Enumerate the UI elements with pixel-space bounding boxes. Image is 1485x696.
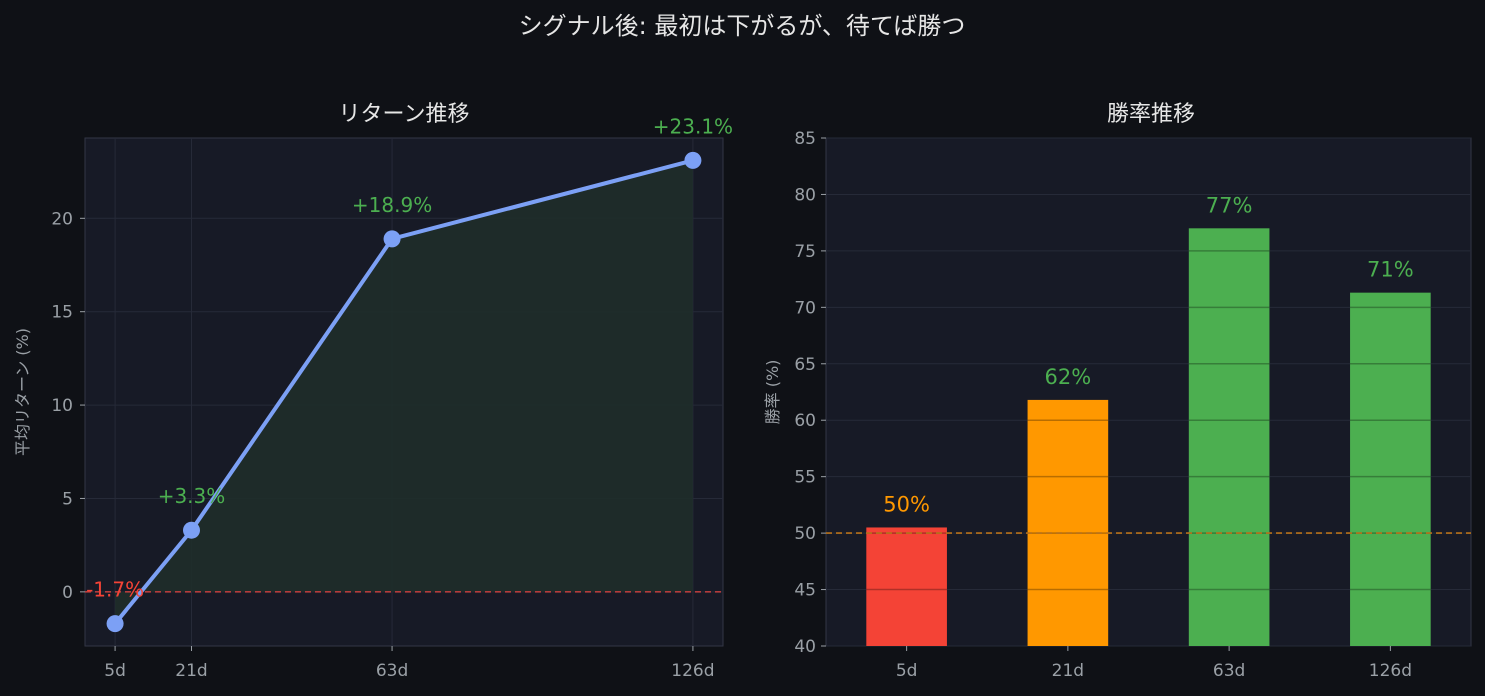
winrate-x-tick-label: 126d [1369,661,1412,681]
return-data-label: -1.7% [86,578,144,602]
winrate-y-tick-label: 60 [794,411,816,431]
return-y-tick-label: 15 [51,303,73,323]
winrate-y-tick-label: 55 [794,468,816,488]
winrate-chart-ylabel: 勝率 (%) [763,360,782,425]
return-x-tick-label: 5d [104,661,126,681]
return-x-tick-label: 21d [175,661,207,681]
winrate-data-label: 71% [1367,258,1414,282]
figure-title: シグナル後: 最初は下がるが、待てば勝つ [519,12,966,40]
return-series-line [113,158,694,625]
return-x-tick-label: 126d [671,661,714,681]
winrate-chart-title: 勝率推移 [1107,102,1195,127]
winrate-y-tick-label: 70 [794,298,816,318]
return-y-tick-label: 10 [51,396,73,416]
return-data-point [684,151,702,169]
winrate-x-tick-label: 5d [896,661,918,681]
winrate-y-tick-label: 75 [794,242,816,262]
winrate-y-tick-label: 45 [794,581,816,601]
return-data-label: +23.1% [653,114,733,138]
winrate-data-label: 77% [1206,193,1253,217]
winrate-trend-chart: 勝率推移 勝率 (%) 40 45 50 55 60 65 70 75 80 85 50% 5d 62%… [763,102,1472,681]
return-trend-chart: リターン推移 平均リターン (%) 0 5 10 15 20 5d 21d 63d 126d -1… [13,102,733,681]
return-data-label: +18.9% [352,193,432,217]
winrate-data-label: 50% [883,492,930,516]
return-data-point [182,521,200,539]
winrate-y-tick-label: 85 [794,129,816,149]
winrate-data-label: 62% [1045,365,1092,389]
winrate-y-tick-label: 65 [794,355,816,375]
return-chart-ylabel: 平均リターン (%) [13,328,32,456]
return-chart-title: リターン推移 [339,102,470,127]
winrate-y-tick-label: 50 [794,524,816,544]
winrate-x-tick-label: 63d [1213,661,1245,681]
winrate-y-tick-label: 40 [794,637,816,657]
return-data-point [106,615,124,633]
winrate-x-tick-label: 21d [1052,661,1084,681]
return-x-tick-label: 63d [376,661,408,681]
winrate-bar [1027,399,1109,646]
return-area-fill [115,160,693,624]
return-y-tick-label: 5 [62,489,73,509]
winrate-bar [1188,228,1270,647]
winrate-y-tick-label: 80 [794,185,816,205]
winrate-bar [1350,292,1431,646]
return-data-label: +3.3% [158,484,226,508]
return-y-tick-label: 20 [51,209,73,229]
return-y-tick-label: 0 [62,583,73,603]
return-data-point [383,230,401,248]
winrate-bar [866,527,947,646]
